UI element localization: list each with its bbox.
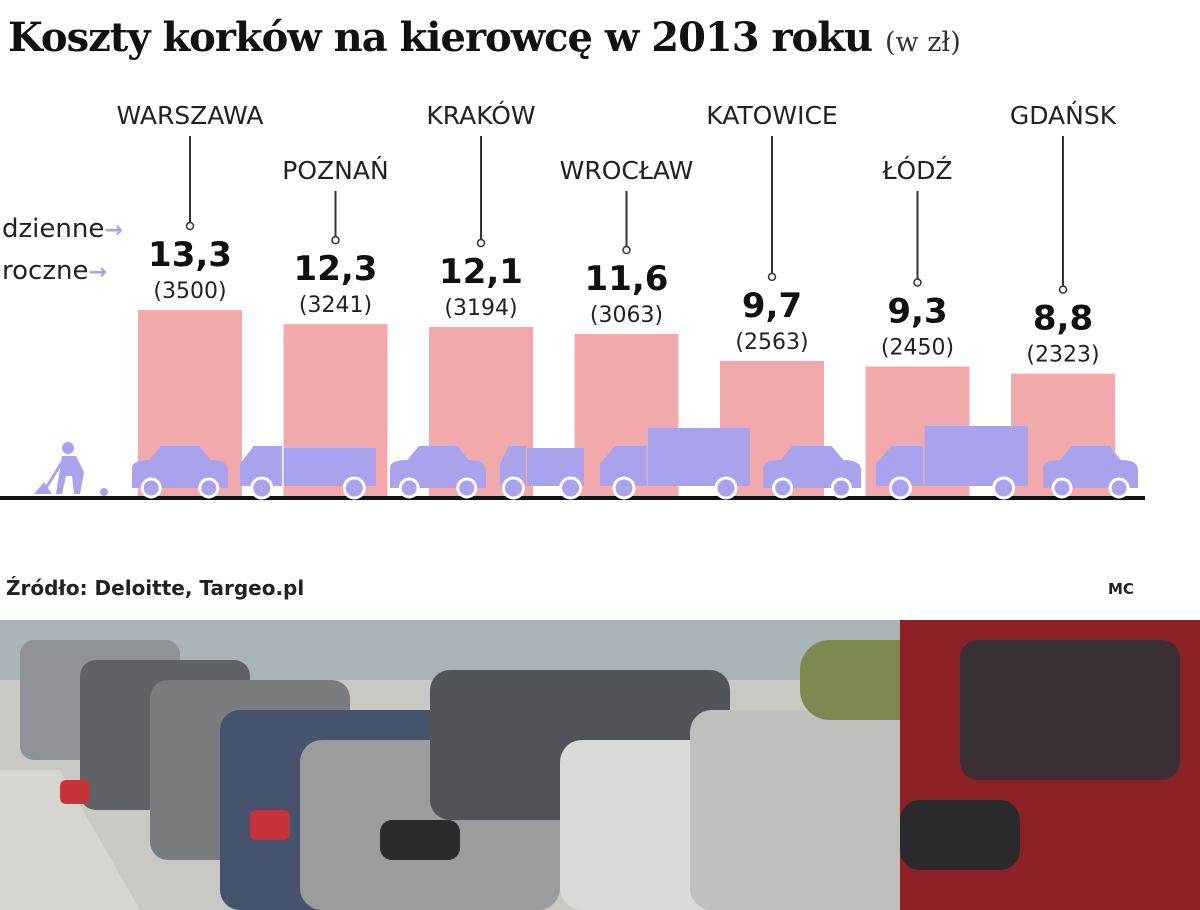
wheel-icon xyxy=(559,476,583,500)
leader-pin xyxy=(622,245,631,255)
yearly-value-label: (3241) xyxy=(299,293,372,318)
wheel-icon xyxy=(198,477,220,499)
leader-pin xyxy=(331,235,340,245)
traffic-jam-illustration xyxy=(0,620,1200,910)
wheel-icon xyxy=(830,477,852,499)
truck-cab-icon xyxy=(876,446,924,486)
car-icon xyxy=(132,446,228,488)
wheel-icon xyxy=(1108,477,1130,499)
yearly-value-label: (3063) xyxy=(590,303,663,328)
category-label: POZNAŃ xyxy=(282,156,388,185)
daily-value-label: 8,8 xyxy=(1033,299,1093,339)
legend-daily-label: dzienne xyxy=(2,214,105,244)
legend-yearly-arrow-icon: → xyxy=(88,260,107,285)
wheel-icon xyxy=(342,476,366,500)
wheel-icon xyxy=(772,477,794,499)
truck-icon xyxy=(924,426,1028,486)
daily-value-label: 9,3 xyxy=(887,292,947,332)
leader-pin xyxy=(476,238,486,248)
wheel-icon xyxy=(501,476,525,500)
title-unit: (w zł) xyxy=(884,27,961,58)
car-icon xyxy=(1043,446,1138,488)
wheel-icon xyxy=(888,476,912,500)
daily-value-label: 9,7 xyxy=(742,286,802,326)
daily-value-label: 12,1 xyxy=(439,252,523,292)
category-label: WARSZAWA xyxy=(116,101,263,130)
category-label: GDAŃSK xyxy=(1010,101,1117,130)
truck-cab-icon xyxy=(240,446,283,486)
truck-cab-icon xyxy=(600,446,647,486)
wheel-icon xyxy=(398,477,420,499)
leader-pin xyxy=(1058,285,1068,294)
chart-title: Koszty korków na kierowcę w 2013 roku (w… xyxy=(8,14,961,61)
category-label: WROCŁAW xyxy=(560,156,694,185)
dirt-pile-icon xyxy=(34,482,52,494)
legend-daily: dzienne→ xyxy=(2,214,123,244)
leader-pin xyxy=(767,272,777,282)
author-credit: MC xyxy=(1108,580,1134,598)
worker-head-icon xyxy=(62,442,74,454)
wheel-icon xyxy=(456,477,478,499)
wheel-icon xyxy=(714,476,738,500)
yearly-value-label: (2323) xyxy=(1026,343,1099,368)
truck-cab-icon xyxy=(500,446,527,486)
wheel-icon xyxy=(992,476,1016,500)
category-label: KRAKÓW xyxy=(426,100,535,130)
leader-pin xyxy=(185,221,195,231)
legend-daily-arrow-icon: → xyxy=(104,218,123,243)
bar-chart: (3500) 13,3 WARSZAWA (3241) 12,3 POZNAŃ (3194)… xyxy=(0,100,1145,500)
shovel-icon xyxy=(44,461,64,489)
traffic-jam-photo xyxy=(0,620,1200,910)
yearly-value-label: (3500) xyxy=(153,279,226,304)
car-icon xyxy=(390,446,486,488)
worker-icon xyxy=(56,456,84,494)
car-icon xyxy=(763,446,861,488)
leader-pin xyxy=(913,278,922,287)
daily-value-label: 13,3 xyxy=(148,235,232,275)
yearly-value-label: (2450) xyxy=(881,336,954,361)
title-text: Koszty korków na kierowcę w 2013 roku xyxy=(8,14,873,61)
legend-yearly-label: roczne xyxy=(2,256,89,286)
stone-icon xyxy=(100,488,108,496)
yearly-value-label: (3194) xyxy=(444,296,517,321)
yearly-value-label: (2563) xyxy=(735,330,808,355)
category-label: KATOWICE xyxy=(706,101,837,130)
truck-icon xyxy=(648,428,750,486)
category-label: ŁÓDŹ xyxy=(881,155,952,185)
source-note: Źródło: Deloitte, Targeo.pl xyxy=(6,576,305,600)
wheel-icon xyxy=(140,477,162,499)
wheel-icon xyxy=(612,476,636,500)
daily-value-label: 12,3 xyxy=(294,249,378,289)
wheel-icon xyxy=(1051,477,1073,499)
daily-value-label: 11,6 xyxy=(585,259,669,299)
wheel-icon xyxy=(250,476,274,500)
legend-yearly: roczne→ xyxy=(2,256,107,286)
